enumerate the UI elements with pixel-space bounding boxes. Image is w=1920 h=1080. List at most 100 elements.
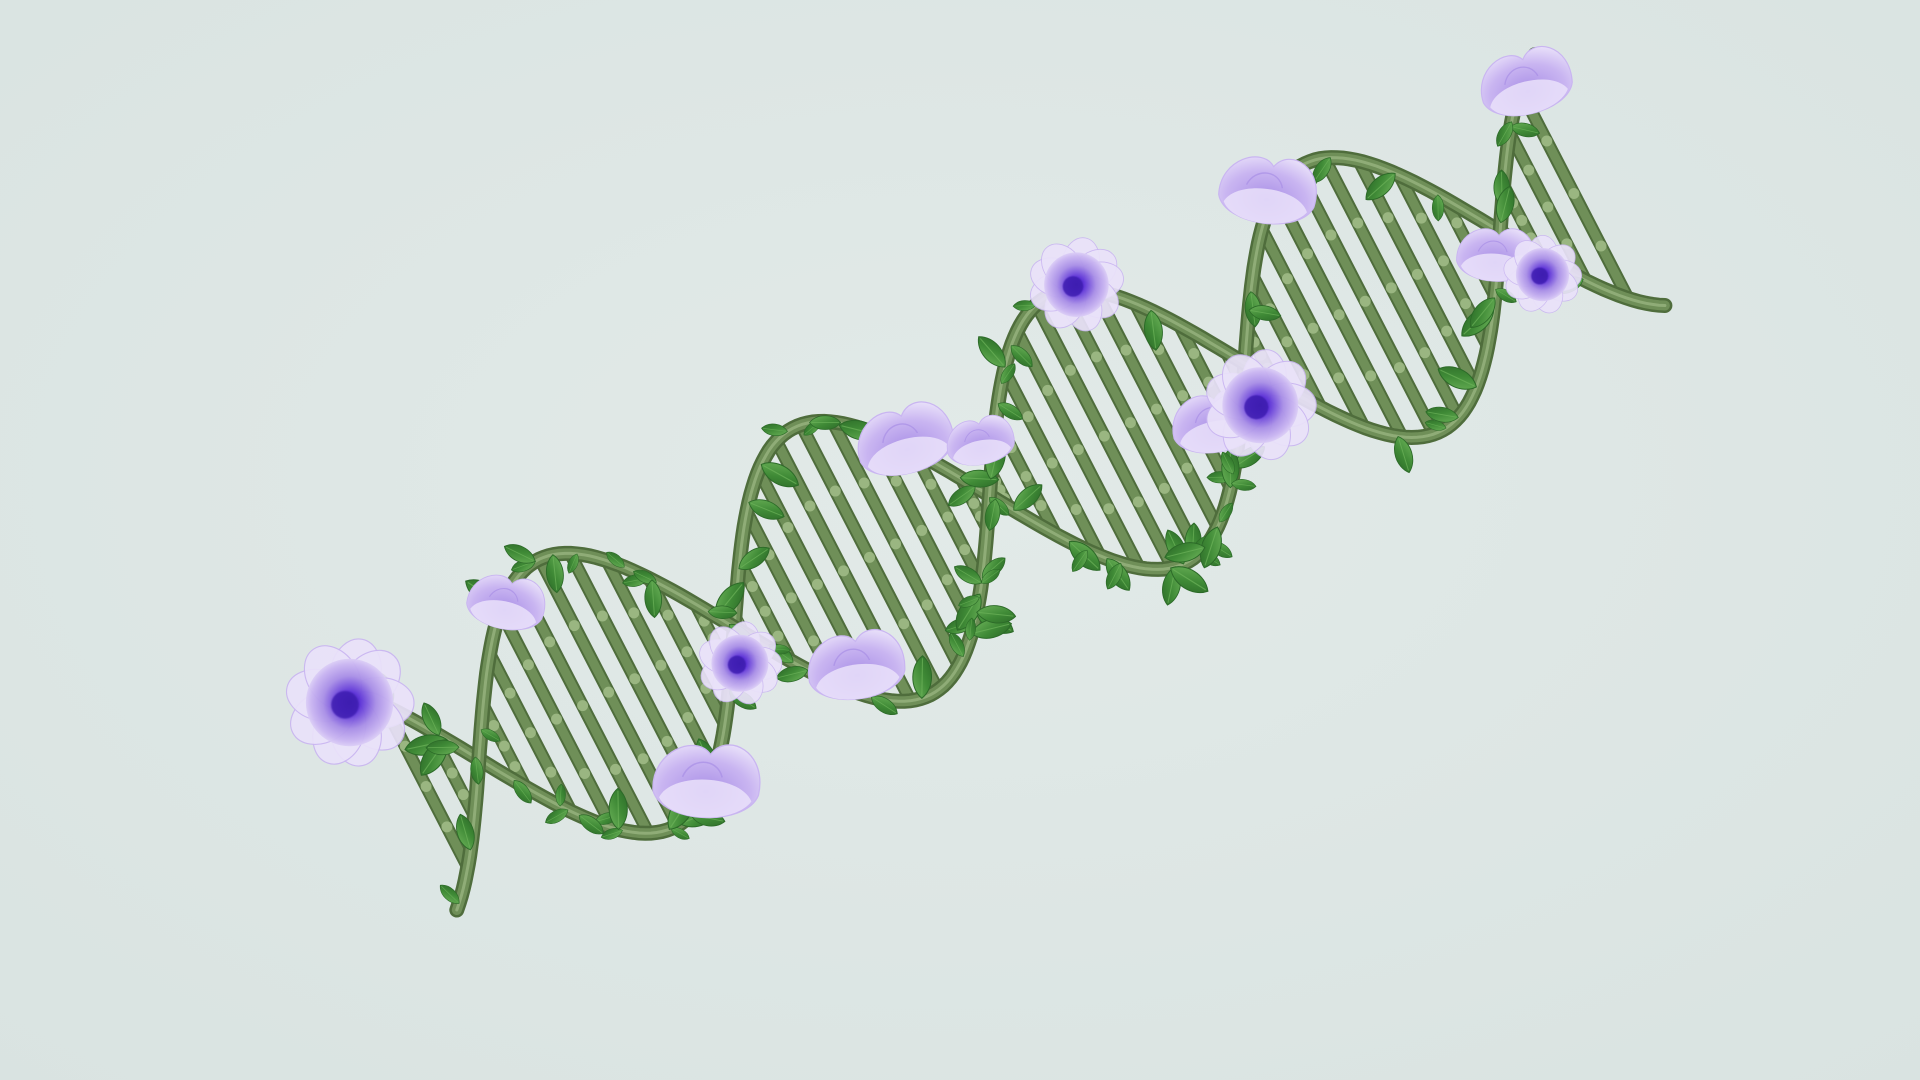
flower-icon: [1503, 235, 1583, 314]
leaf-icon: [1231, 479, 1257, 491]
flower-petal-edge: [1477, 240, 1508, 253]
leaf-vein: [546, 810, 567, 823]
rung-joint: [498, 740, 510, 752]
rung-joint: [1281, 336, 1293, 348]
leaf-vein: [949, 487, 974, 505]
rung-joint: [1103, 503, 1115, 515]
rung-joint: [577, 700, 589, 712]
leaf-vein: [763, 465, 797, 485]
rung-joint: [603, 686, 615, 698]
rung-joint: [1568, 187, 1580, 199]
leaf-icon: [761, 423, 788, 436]
rung-joint: [1437, 255, 1449, 267]
rung-joint: [681, 646, 693, 658]
leaf-icon: [503, 544, 536, 564]
leaf-icon: [958, 595, 980, 608]
rung-joint: [941, 574, 953, 586]
leaf-vein: [709, 611, 736, 614]
leaf-vein: [1167, 547, 1203, 558]
leaf-icon: [456, 813, 475, 851]
rung-joint: [1022, 411, 1034, 423]
leaf-vein: [921, 658, 924, 696]
leaf-vein: [959, 597, 979, 606]
rung-joint: [579, 768, 591, 780]
flower-cup: [652, 744, 761, 819]
rung-joint: [1365, 370, 1377, 382]
flower-petal-edge: [1504, 66, 1539, 85]
leaf-vein: [1471, 299, 1494, 327]
flower-cup: [857, 401, 955, 476]
leaf-vein: [1222, 453, 1233, 473]
flower-petal-front: [953, 439, 1011, 466]
rung-joint: [545, 766, 557, 778]
rung-joint: [921, 599, 933, 611]
leaf-vein: [1014, 304, 1035, 307]
leaf-vein: [1015, 485, 1041, 509]
flower-petal-front: [1223, 188, 1307, 224]
leaf-icon: [871, 695, 898, 715]
flower-icon: [1030, 237, 1124, 332]
rung-joint: [890, 538, 902, 550]
leaf-icon: [513, 780, 532, 804]
leaf-vein: [1232, 483, 1255, 487]
leaf-icon: [1144, 309, 1163, 351]
rung-joint: [890, 475, 902, 487]
leaf-vein: [505, 546, 534, 561]
leaf-icon: [578, 814, 604, 835]
leaf-vein: [651, 582, 655, 616]
rung-joint: [1359, 295, 1371, 307]
rung-joint: [1325, 229, 1337, 241]
leaf-icon: [546, 554, 564, 594]
leaf-icon: [1199, 526, 1222, 569]
leaf-vein: [982, 570, 1000, 583]
rung-joint: [504, 687, 516, 699]
rung-joint: [1151, 403, 1163, 415]
rung-joint: [1307, 322, 1319, 334]
rung-joint: [682, 712, 694, 724]
rung-joint: [1394, 362, 1406, 374]
leaf-icon: [1012, 300, 1037, 311]
rung-joint: [1441, 325, 1453, 337]
rung-joint: [1595, 240, 1607, 252]
leaf-icon: [425, 739, 460, 756]
flower-center: [727, 655, 746, 674]
flower-petal-edge: [681, 761, 723, 778]
rung-joint: [596, 610, 608, 622]
flower-icon: [807, 629, 906, 701]
leaf-vein: [427, 746, 458, 749]
leaf-vein: [1398, 438, 1409, 471]
leaf-vein: [1426, 422, 1445, 429]
leaf-vein: [569, 554, 577, 573]
rung-joint: [1333, 372, 1345, 384]
rung-joint: [1181, 462, 1193, 474]
flower-cup: [946, 414, 1015, 466]
rung-joint: [916, 524, 928, 536]
leaf-icon: [1496, 121, 1513, 147]
rung-joint: [804, 500, 816, 512]
leaf-icon: [1170, 566, 1209, 594]
leaf-vein: [1496, 289, 1516, 302]
leaf-vein: [777, 670, 807, 679]
leaf-vein: [475, 758, 479, 783]
rung-joint: [488, 720, 500, 732]
leaf-vein: [999, 404, 1022, 419]
leaf-vein: [481, 730, 500, 741]
rung-joint: [1460, 298, 1472, 310]
rung-joint: [1523, 164, 1535, 176]
flower-petal-front: [816, 663, 900, 700]
rung-joint: [610, 763, 622, 775]
leaf-icon: [470, 756, 484, 785]
leaf-vein: [1498, 123, 1512, 145]
rung-joint: [1046, 457, 1058, 469]
rung-joint: [1333, 309, 1345, 321]
leaf-icon: [480, 728, 501, 742]
flower-icon: [466, 574, 546, 631]
leaf-vein: [1367, 174, 1394, 199]
leaf-icon: [606, 551, 625, 568]
rung-joint: [1541, 135, 1553, 147]
rung-joint: [1352, 217, 1364, 229]
leaf-icon: [977, 336, 1006, 368]
leaf-icon: [976, 605, 1017, 624]
leaf-icon: [644, 579, 662, 619]
